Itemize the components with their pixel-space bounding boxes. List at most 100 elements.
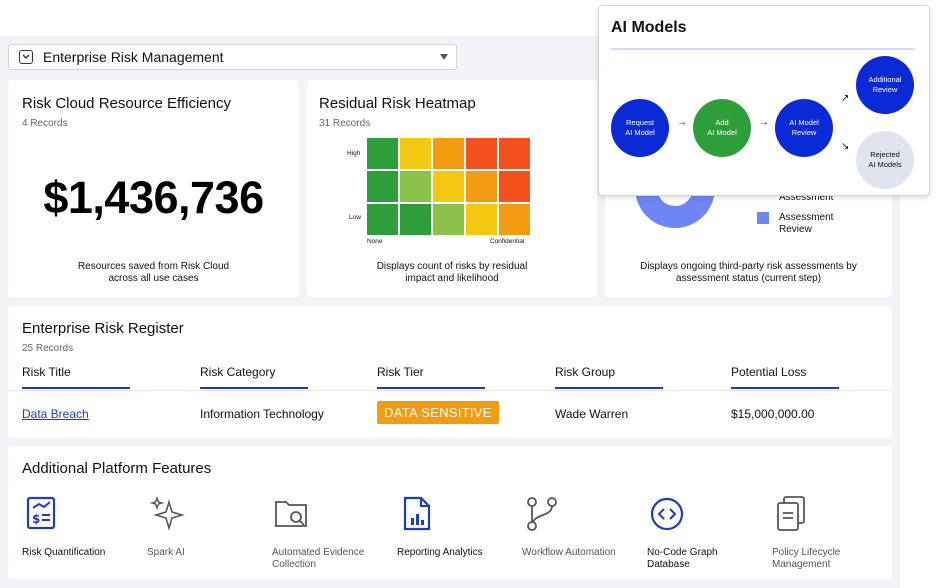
- heatmap-cell[interactable]: [400, 171, 431, 202]
- heatmap-cell[interactable]: [466, 138, 497, 169]
- app-checkbox-icon: [19, 50, 33, 64]
- card-title: Risk Cloud Resource Efficiency: [22, 95, 231, 112]
- x-axis-confidential-label: Confidential: [490, 238, 525, 245]
- node-ai-model-review[interactable]: AI Model Review: [775, 99, 833, 157]
- heatmap: High Low None Confidential: [347, 138, 530, 245]
- heatmap-cell[interactable]: [499, 171, 530, 202]
- card-description: Resources saved from Risk Cloud across a…: [8, 261, 299, 285]
- record-count: 31 Records: [319, 118, 371, 129]
- description-line: Displays count of risks by residual: [376, 261, 528, 272]
- arrow-right-icon: →: [759, 117, 769, 128]
- arrow-right-icon: →: [677, 117, 687, 128]
- feature-label: Automated Evidence: [272, 547, 365, 558]
- risk-tier-badge: DATA SENSITIVE: [377, 401, 499, 424]
- heatmap-cell[interactable]: [367, 171, 398, 202]
- feature-label: Policy Lifecycle: [772, 547, 841, 558]
- column-header-potential-loss[interactable]: Potential Loss: [731, 365, 839, 389]
- feature-policy-lifecycle[interactable]: Policy Lifecycle Management: [772, 494, 892, 571]
- y-axis-high-label: High: [347, 150, 361, 157]
- node-request-ai-model[interactable]: Request AI Model: [611, 99, 669, 157]
- chevron-down-icon[interactable]: [440, 54, 448, 60]
- platform-features-card: Additional Platform Features $ Risk Quan…: [8, 446, 892, 579]
- heatmap-cell[interactable]: [466, 204, 497, 235]
- arrow-up-right-icon: ↗: [841, 93, 850, 104]
- residual-risk-heatmap-card: Residual Risk Heatmap 31 Records High Lo…: [307, 80, 597, 297]
- feature-label: Spark AI: [147, 547, 185, 558]
- feature-label: Workflow Automation: [522, 547, 616, 558]
- feature-no-code-graph[interactable]: No-Code Graph Database: [647, 494, 767, 571]
- risk-group-cell: Wade Warren: [555, 407, 629, 421]
- report-chart-icon: [403, 496, 431, 531]
- card-description: Displays ongoing third-party risk assess…: [605, 261, 892, 285]
- column-header-risk-title[interactable]: Risk Title: [22, 365, 130, 389]
- workspace-select-value: Enterprise Risk Management: [43, 49, 224, 65]
- feature-risk-quantification[interactable]: $ Risk Quantification: [22, 494, 142, 559]
- sparkle-icon: [149, 496, 185, 531]
- description-line: impact and likelihood: [405, 273, 499, 284]
- feature-label: No-Code Graph: [647, 547, 718, 558]
- card-description: Displays count of risks by residual impa…: [307, 261, 597, 285]
- legend-label: Assessment: [779, 212, 834, 223]
- popup-title: AI Models: [611, 19, 687, 36]
- heatmap-grid: [367, 138, 530, 235]
- card-title: Residual Risk Heatmap: [319, 95, 476, 112]
- feature-label: Management: [772, 559, 831, 570]
- feature-label: Reporting Analytics: [397, 547, 483, 558]
- popup-divider: [611, 48, 915, 50]
- heatmap-cell[interactable]: [367, 138, 398, 169]
- description-line: Displays ongoing third-party risk assess…: [640, 261, 857, 272]
- potential-loss-cell: $15,000,000.00: [731, 407, 815, 421]
- column-header-risk-tier[interactable]: Risk Tier: [377, 365, 485, 389]
- legend-item-partial: Assessment: [779, 192, 834, 203]
- heatmap-cell[interactable]: [466, 171, 497, 202]
- legend-label: Review: [779, 224, 812, 235]
- legend-swatch: [757, 212, 769, 224]
- risk-category-cell: Information Technology: [200, 407, 324, 421]
- feature-workflow-automation[interactable]: Workflow Automation: [522, 494, 642, 559]
- feature-reporting-analytics[interactable]: Reporting Analytics: [397, 494, 517, 559]
- table-header: Risk Title Risk Category Risk Tier Risk …: [22, 365, 878, 389]
- quantification-icon: $: [26, 496, 56, 530]
- record-count: 25 Records: [22, 343, 74, 354]
- description-line: assessment status (current step): [675, 273, 822, 284]
- heatmap-cell[interactable]: [499, 138, 530, 169]
- feature-label: Risk Quantification: [22, 547, 106, 558]
- table-divider: [8, 390, 892, 391]
- card-title: Enterprise Risk Register: [22, 320, 184, 337]
- resource-efficiency-card: Risk Cloud Resource Efficiency 4 Records…: [8, 80, 299, 297]
- folder-search-icon: [275, 501, 307, 527]
- workspace-select[interactable]: Enterprise Risk Management: [8, 44, 457, 70]
- chart-legend: Assessment Assessment Review: [757, 192, 833, 236]
- node-add-ai-model[interactable]: Add AI Model: [693, 99, 751, 157]
- y-axis-low-label: Low: [349, 214, 361, 221]
- donut-segment-light: [635, 188, 715, 228]
- card-title: Additional Platform Features: [22, 460, 212, 477]
- legend-item: Assessment Review: [779, 212, 833, 236]
- code-icon: [650, 497, 684, 531]
- heatmap-cell[interactable]: [400, 138, 431, 169]
- heatmap-cell[interactable]: [400, 204, 431, 235]
- feature-automated-evidence[interactable]: Automated Evidence Collection: [272, 494, 392, 571]
- node-additional-review[interactable]: Additional Review: [856, 56, 914, 114]
- arrow-down-right-icon: ↘: [841, 141, 850, 152]
- workflow-icon: [527, 497, 557, 531]
- risk-title-link[interactable]: Data Breach: [22, 407, 89, 421]
- savings-amount: $1,436,736: [43, 172, 264, 223]
- feature-label: Collection: [272, 559, 316, 570]
- policy-docs-icon: [777, 496, 805, 531]
- risk-register-card: Enterprise Risk Register 25 Records Risk…: [8, 306, 892, 438]
- node-rejected-ai-models[interactable]: Rejected AI Models: [856, 131, 914, 189]
- description-line: across all use cases: [108, 273, 199, 284]
- x-axis-none-label: None: [367, 238, 383, 245]
- description-line: Resources saved from Risk Cloud: [77, 261, 230, 272]
- ai-models-popup: AI Models Request AI Model → Add AI Model …: [598, 5, 930, 196]
- heatmap-cell[interactable]: [367, 204, 398, 235]
- record-count: 4 Records: [22, 118, 68, 129]
- heatmap-cell[interactable]: [499, 204, 530, 235]
- heatmap-cell[interactable]: [433, 138, 464, 169]
- heatmap-cell[interactable]: [433, 171, 464, 202]
- column-header-risk-category[interactable]: Risk Category: [200, 365, 308, 389]
- column-header-risk-group[interactable]: Risk Group: [555, 365, 663, 389]
- heatmap-cell[interactable]: [433, 204, 464, 235]
- feature-spark-ai[interactable]: Spark AI: [147, 494, 267, 559]
